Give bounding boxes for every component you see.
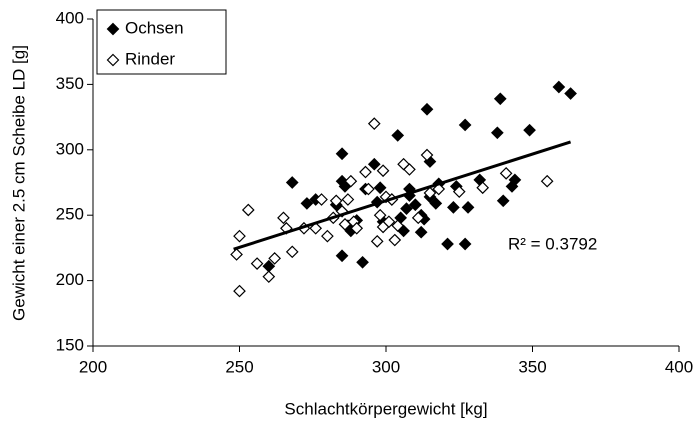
point	[285, 176, 299, 189]
point	[315, 193, 328, 206]
legend	[96, 9, 227, 75]
point	[268, 252, 282, 265]
point	[373, 208, 387, 222]
point	[523, 123, 536, 137]
y-tick-label: 350	[56, 74, 84, 93]
point	[373, 181, 387, 195]
point	[350, 221, 364, 235]
point	[420, 102, 434, 116]
point	[376, 220, 390, 234]
point	[285, 245, 299, 259]
point	[388, 233, 402, 247]
point	[461, 201, 475, 214]
point	[391, 129, 405, 142]
point	[408, 198, 422, 212]
point	[452, 185, 466, 199]
x-tick-label: 200	[79, 357, 107, 376]
point	[277, 211, 290, 225]
point	[499, 166, 513, 180]
point	[420, 148, 434, 162]
point	[359, 165, 372, 179]
point	[233, 229, 246, 243]
point	[362, 182, 375, 196]
point	[508, 173, 522, 187]
legend-marker	[106, 22, 120, 36]
point	[262, 270, 276, 284]
point	[321, 229, 334, 243]
point	[411, 211, 425, 225]
y-tick-label: 250	[56, 205, 84, 224]
x-tick-label: 350	[518, 357, 546, 376]
legend-label: Ochsen	[125, 18, 184, 37]
x-axis-label: Schlachtkörpergewicht [kg]	[284, 399, 487, 418]
point	[400, 202, 413, 216]
point	[341, 193, 355, 206]
point	[335, 147, 349, 161]
point	[493, 92, 507, 106]
x-tick-label: 400	[665, 357, 693, 376]
point	[356, 255, 369, 269]
point	[250, 257, 264, 270]
point	[414, 225, 428, 239]
point	[241, 203, 255, 217]
legend-label: Rinder	[125, 49, 175, 68]
point	[429, 197, 443, 210]
x-tick-label: 300	[372, 357, 400, 376]
point	[344, 174, 358, 188]
point	[391, 219, 405, 233]
point	[367, 157, 381, 171]
point	[540, 174, 554, 188]
trendline	[233, 140, 572, 251]
point	[233, 284, 246, 298]
y-tick-label: 150	[56, 335, 84, 354]
point	[552, 80, 566, 94]
point	[403, 163, 416, 176]
y-tick-label: 300	[56, 139, 84, 158]
point	[423, 186, 437, 200]
x-tick-label: 250	[225, 357, 253, 376]
y-tick-label: 200	[56, 270, 84, 289]
point	[458, 237, 472, 251]
point	[230, 248, 243, 261]
point	[376, 164, 390, 178]
point	[476, 181, 490, 195]
legend-marker	[106, 53, 120, 67]
point	[370, 235, 384, 248]
point	[367, 117, 381, 130]
annotation: R² = 0.3792	[508, 234, 597, 253]
point	[458, 118, 472, 132]
point	[564, 87, 577, 100]
point	[300, 197, 314, 210]
point	[490, 126, 504, 140]
y-axis-label: Gewicht einer 2.5 cm Scheibe LD [g]	[9, 45, 28, 321]
y-tick-label: 400	[56, 8, 84, 27]
point	[329, 194, 343, 208]
point	[441, 237, 454, 251]
point	[447, 201, 460, 214]
point	[335, 249, 349, 263]
point	[496, 194, 510, 208]
